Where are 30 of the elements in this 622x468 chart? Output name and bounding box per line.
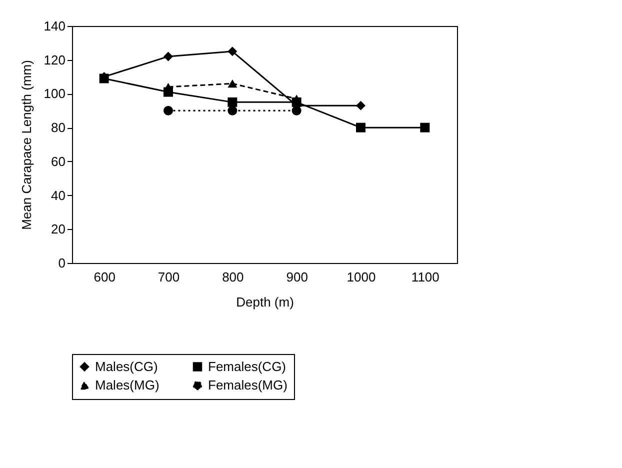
point — [228, 106, 238, 116]
point — [420, 122, 430, 132]
y-tick-label: 0 — [58, 256, 66, 270]
legend-label: Males(CG) — [95, 358, 158, 374]
y-tick-label: 40 — [51, 188, 66, 203]
y-tick-label: 80 — [51, 120, 66, 136]
x-tick-label: 700 — [158, 270, 180, 284]
y-axis-title: Mean Carapace Length (mm) — [18, 60, 34, 230]
x-tick-label: 900 — [286, 270, 308, 284]
y-tick-label: 20 — [51, 222, 66, 237]
point — [292, 106, 302, 116]
y-tick-label: 60 — [51, 154, 66, 169]
x-axis-title: Depth (m) — [236, 294, 294, 310]
point — [164, 52, 173, 62]
x-tick-label: 1000 — [346, 270, 376, 284]
legend-label: Females(CG) — [208, 358, 286, 374]
point — [356, 100, 366, 110]
y-tick-label: 120 — [44, 52, 66, 68]
x-tick-label: 600 — [94, 270, 116, 284]
legend-label: Females(MG) — [208, 378, 288, 392]
point — [228, 46, 238, 56]
legend-label: Males(MG) — [95, 378, 160, 392]
x-tick-label: 1100 — [411, 270, 440, 284]
y-tick-label: 100 — [44, 86, 66, 102]
point — [228, 97, 238, 107]
x-tick-label: 800 — [222, 270, 244, 284]
point — [356, 122, 366, 132]
y-tick-label: 140 — [44, 18, 66, 34]
point — [164, 106, 173, 116]
point — [228, 79, 238, 88]
